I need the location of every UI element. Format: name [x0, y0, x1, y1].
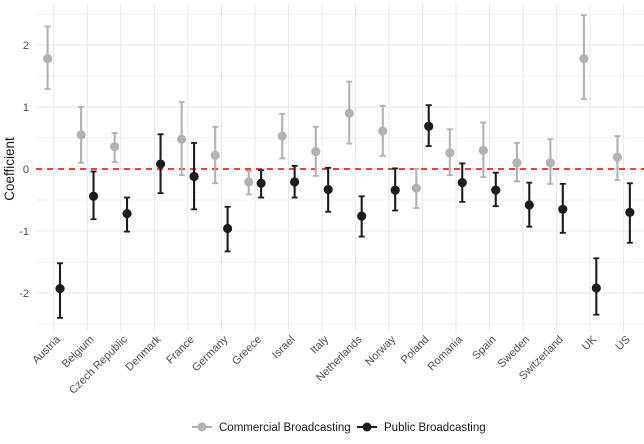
data-point-public — [357, 211, 367, 221]
data-point-commercial — [311, 147, 321, 157]
data-point-public — [256, 178, 266, 188]
data-point-commercial — [43, 54, 53, 64]
data-point-commercial — [210, 150, 220, 160]
data-point-public — [424, 121, 434, 131]
data-point-commercial — [411, 183, 421, 193]
legend-label-public: Public Broadcasting — [384, 422, 486, 434]
data-point-public — [122, 209, 132, 219]
data-layer — [43, 14, 635, 319]
data-point-public — [524, 200, 534, 210]
data-point-public — [55, 284, 65, 294]
data-point-public — [223, 223, 233, 234]
data-point-commercial — [378, 126, 388, 136]
commercial-legend-dot-icon — [197, 422, 207, 432]
legend-item-public: Public Broadcasting — [357, 422, 486, 434]
x-tick-label: Denmark — [123, 333, 163, 373]
data-point-public — [155, 159, 166, 169]
x-tick-label: Israel — [270, 334, 298, 362]
grid-layer — [36, 4, 644, 331]
data-point-public — [390, 185, 400, 195]
data-point-public — [323, 184, 333, 195]
data-point-commercial — [445, 148, 455, 158]
y-tick-label: 2 — [23, 40, 29, 52]
data-point-public — [189, 171, 199, 182]
y-tick-label: 1 — [23, 102, 29, 114]
legend: Commercial Broadcasting Public Broadcast… — [192, 422, 486, 434]
x-tick-label: Germany — [190, 333, 231, 374]
data-point-commercial — [545, 158, 556, 168]
x-tick-label: France — [164, 334, 197, 367]
data-point-public — [558, 204, 568, 214]
data-point-commercial — [512, 158, 522, 168]
data-point-public — [591, 283, 601, 293]
data-point-commercial — [110, 142, 120, 152]
data-point-commercial — [244, 177, 254, 187]
y-tick-label: -2 — [19, 288, 29, 300]
data-point-commercial — [579, 54, 589, 64]
x-tick-label: Poland — [399, 334, 432, 367]
x-tick-label: Norway — [363, 333, 398, 368]
y-tick-label: -1 — [19, 226, 29, 238]
data-point-public — [457, 178, 467, 188]
y-axis-title: Coefficient — [2, 137, 17, 201]
x-tick-label: Czech Republic — [67, 333, 130, 396]
legend-item-commercial: Commercial Broadcasting — [192, 422, 351, 434]
x-tick-label: Spain — [470, 334, 498, 362]
data-point-commercial — [177, 134, 187, 144]
data-point-public — [290, 177, 300, 187]
x-tick-label: UK — [580, 333, 600, 353]
data-point-commercial — [478, 145, 488, 155]
public-legend-dot-icon — [362, 422, 372, 432]
data-point-public — [491, 185, 501, 195]
data-point-commercial — [344, 108, 354, 118]
data-point-public — [88, 191, 99, 201]
data-point-commercial — [76, 130, 86, 140]
x-tick-label: Italy — [308, 333, 331, 356]
x-tick-label: US — [613, 334, 632, 353]
data-point-commercial — [277, 131, 287, 141]
data-point-commercial — [612, 152, 623, 162]
y-tick-label: 0 — [23, 164, 29, 176]
legend-label-commercial: Commercial Broadcasting — [219, 422, 351, 434]
x-tick-label: Greece — [230, 334, 264, 368]
x-tick-label: Austria — [30, 333, 63, 366]
data-point-public — [625, 207, 635, 217]
x-tick-label: Romania — [426, 333, 466, 373]
